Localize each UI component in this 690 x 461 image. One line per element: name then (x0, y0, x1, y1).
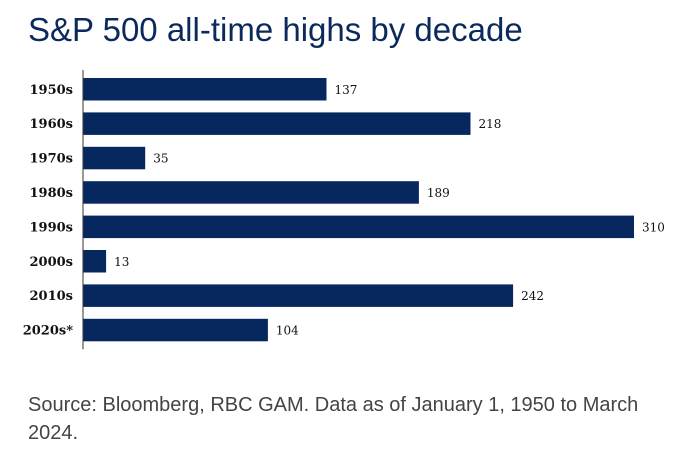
category-label-1990s: 1990s (29, 220, 73, 235)
bars-layer (83, 78, 634, 342)
value-label-2010s: 242 (521, 289, 544, 303)
source-note: Source: Bloomberg, RBC GAM. Data as of J… (28, 394, 639, 444)
bar-chart-svg: 1950s 137 1960s 218 1970s 35 1980s 189 1990s 310 2… (23, 70, 665, 350)
value-label-2000s: 13 (114, 255, 129, 269)
category-label-2010s: 2010s (29, 289, 73, 304)
category-label-2020s: 2020s* (23, 324, 74, 339)
category-label-2000s: 2000s (29, 255, 73, 270)
value-label-1960s: 218 (479, 117, 502, 131)
bar-1980s (83, 181, 419, 204)
bar-1950s (83, 78, 327, 101)
bar-2020s (83, 318, 268, 342)
value-label-1950s: 137 (335, 83, 358, 97)
bar-1990s (83, 215, 634, 239)
category-label-1980s: 1980s (29, 186, 73, 201)
category-label-1950s: 1950s (29, 83, 73, 98)
chart-title: S&P 500 all-time highs by decade (28, 11, 523, 48)
bar-chart: 1950s 137 1960s 218 1970s 35 1980s 189 1990s 310 2… (0, 70, 690, 350)
bar-2000s (83, 250, 107, 273)
value-label-1970s: 35 (153, 152, 168, 166)
labels-layer: 1950s 137 1960s 218 1970s 35 1980s 189 1990s 310 2… (23, 83, 665, 339)
value-label-1990s: 310 (642, 220, 665, 234)
bar-2010s (83, 284, 514, 307)
category-label-1960s: 1960s (29, 117, 73, 132)
value-label-2020s: 104 (276, 324, 299, 338)
value-label-1980s: 189 (427, 186, 450, 200)
bar-1960s (83, 112, 471, 135)
bar-1970s (83, 146, 146, 170)
category-label-1970s: 1970s (29, 152, 73, 167)
